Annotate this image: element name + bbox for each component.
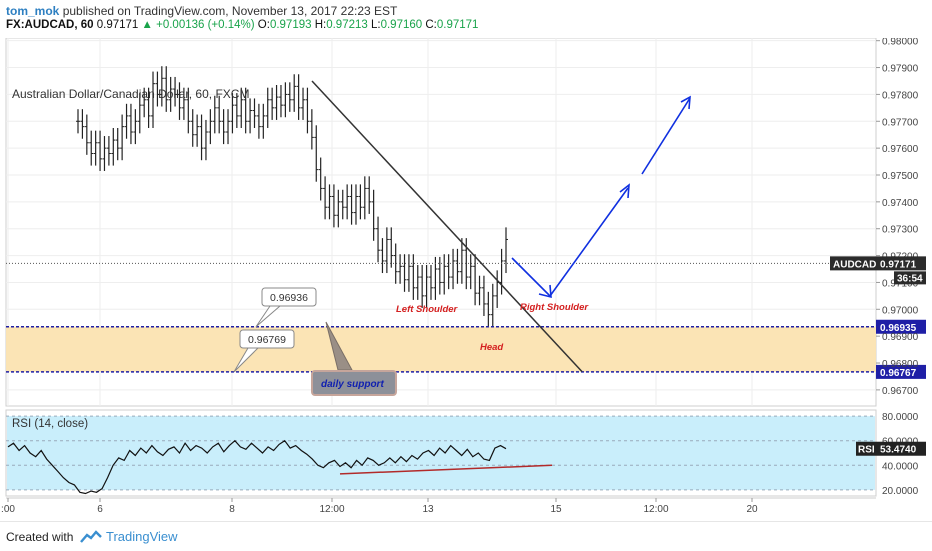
descending-trendline: [311, 80, 583, 373]
x-tick-label: 15: [550, 504, 562, 515]
callout-box: [261, 287, 317, 307]
y-tick-label: 0.96900: [882, 332, 919, 343]
rsi-trendline: [339, 464, 553, 475]
support-levels: 0.96935 0.96936 0.96767 0.96769: [6, 287, 926, 379]
countdown-bg: [894, 271, 926, 285]
footer: Created with TradingView: [0, 521, 932, 551]
rsi-label-bg: [856, 441, 876, 456]
callout-box: [239, 329, 295, 349]
countdown-tag: 36:54: [897, 273, 923, 284]
symbol-tag: AUDCAD: [833, 259, 876, 270]
x-tick-label: 20: [746, 504, 758, 515]
support-zone: [6, 326, 876, 372]
x-tick-label: 12:00: [319, 504, 344, 515]
symbol-line: FX:AUDCAD, 60 0.97171 ▲ +0.00136 (+0.14%…: [6, 19, 478, 31]
price-series: [6, 66, 876, 327]
publish-info: published on TradingView.com, November 1…: [62, 4, 398, 18]
y-tick-label: 0.98000: [882, 38, 919, 48]
tradingview-logo-icon: [80, 530, 102, 543]
open-value: 0.97193: [269, 19, 312, 31]
callout-label: 0.96936: [270, 292, 308, 304]
head-label: Head: [480, 342, 503, 353]
callout-label: 0.96769: [248, 334, 286, 346]
right-shoulder-label: Right Shoulder: [520, 302, 589, 313]
x-tick-label: 6: [97, 504, 103, 515]
y-tick-label: 0.97800: [882, 90, 919, 101]
y-tick-label: 0.96700: [882, 386, 919, 397]
tradingview-brand[interactable]: TradingView: [106, 529, 178, 544]
x-tick-label: 13: [422, 504, 434, 515]
chart-title: Australian Dollar/Canadian Dollar, 60, F…: [12, 87, 249, 101]
price-axis[interactable]: 0.967000.968000.969000.970000.971000.972…: [830, 38, 926, 397]
rsi-tick-label: 80.0000: [882, 412, 919, 423]
symbol-label: FX:AUDCAD, 60: [6, 19, 94, 31]
level-tag: 0.96935: [880, 323, 917, 334]
low-value: 0.97160: [380, 19, 423, 31]
rsi-tick-label: 20.0000: [882, 486, 919, 497]
chart-header: tom_mok published on TradingView.com, No…: [0, 0, 932, 38]
price-chart[interactable]: 0.96935 0.96936 0.96767 0.96769 Left Should…: [0, 38, 932, 521]
projection-path-2: [641, 97, 691, 175]
rsi-band: [7, 416, 875, 490]
close-value: 0.97171: [436, 19, 479, 31]
last-price: 0.97171: [96, 19, 139, 31]
close-label: C:: [425, 19, 437, 31]
time-axis[interactable]: :00 6 8 12:00 13 15 12:00 20: [1, 497, 876, 515]
level-tag-bg: [876, 364, 926, 379]
created-with-text: Created with: [6, 530, 74, 544]
drawings: Left Shoulder Head Right Shoulder daily sup…: [311, 80, 691, 396]
x-tick-label: 8: [229, 504, 235, 515]
x-tick-label: 12:00: [643, 504, 668, 515]
rsi-value-bg: [876, 441, 926, 456]
rsi-title: RSI (14, close): [12, 418, 88, 430]
open-label: O:: [257, 19, 270, 31]
high-label: H:: [314, 19, 327, 31]
rsi-label: RSI: [858, 445, 875, 456]
left-shoulder-label: Left Shoulder: [396, 304, 459, 315]
price-change: +0.00136 (+0.14%): [156, 19, 255, 31]
x-tick-label: :00: [1, 504, 15, 515]
arrow-head-1: [619, 183, 630, 199]
level-tag-bg: [876, 319, 926, 334]
y-tick-label: 0.97000: [882, 305, 919, 316]
y-tick-label: 0.97900: [882, 64, 919, 75]
y-tick-label: 0.97700: [882, 117, 919, 128]
publish-line: tom_mok published on TradingView.com, No…: [6, 4, 397, 18]
rsi-line: [7, 439, 507, 495]
y-tick-label: 0.97500: [882, 171, 919, 182]
price-tag-bg: [876, 256, 926, 271]
symbol-tag-bg: [830, 256, 876, 271]
rsi-value: 53.4740: [880, 445, 917, 456]
y-tick-label: 0.97400: [882, 198, 919, 209]
rsi-tick-label: 40.0000: [882, 461, 919, 472]
high-value: 0.97213: [326, 19, 368, 31]
author-link[interactable]: tom_mok: [6, 4, 60, 18]
arrow-head-down: [538, 284, 552, 299]
y-tick-label: 0.96800: [882, 359, 919, 370]
level-tag: 0.96767: [880, 368, 917, 379]
daily-support-label: daily support: [321, 379, 384, 390]
arrow-head-2: [680, 95, 691, 110]
low-label: L:: [371, 19, 381, 31]
y-tick-label: 0.97300: [882, 225, 919, 236]
note-box: [311, 370, 397, 396]
price-tag: 0.97171: [880, 259, 917, 270]
up-arrow-icon: ▲: [141, 19, 153, 31]
y-tick-label: 0.97600: [882, 144, 919, 155]
